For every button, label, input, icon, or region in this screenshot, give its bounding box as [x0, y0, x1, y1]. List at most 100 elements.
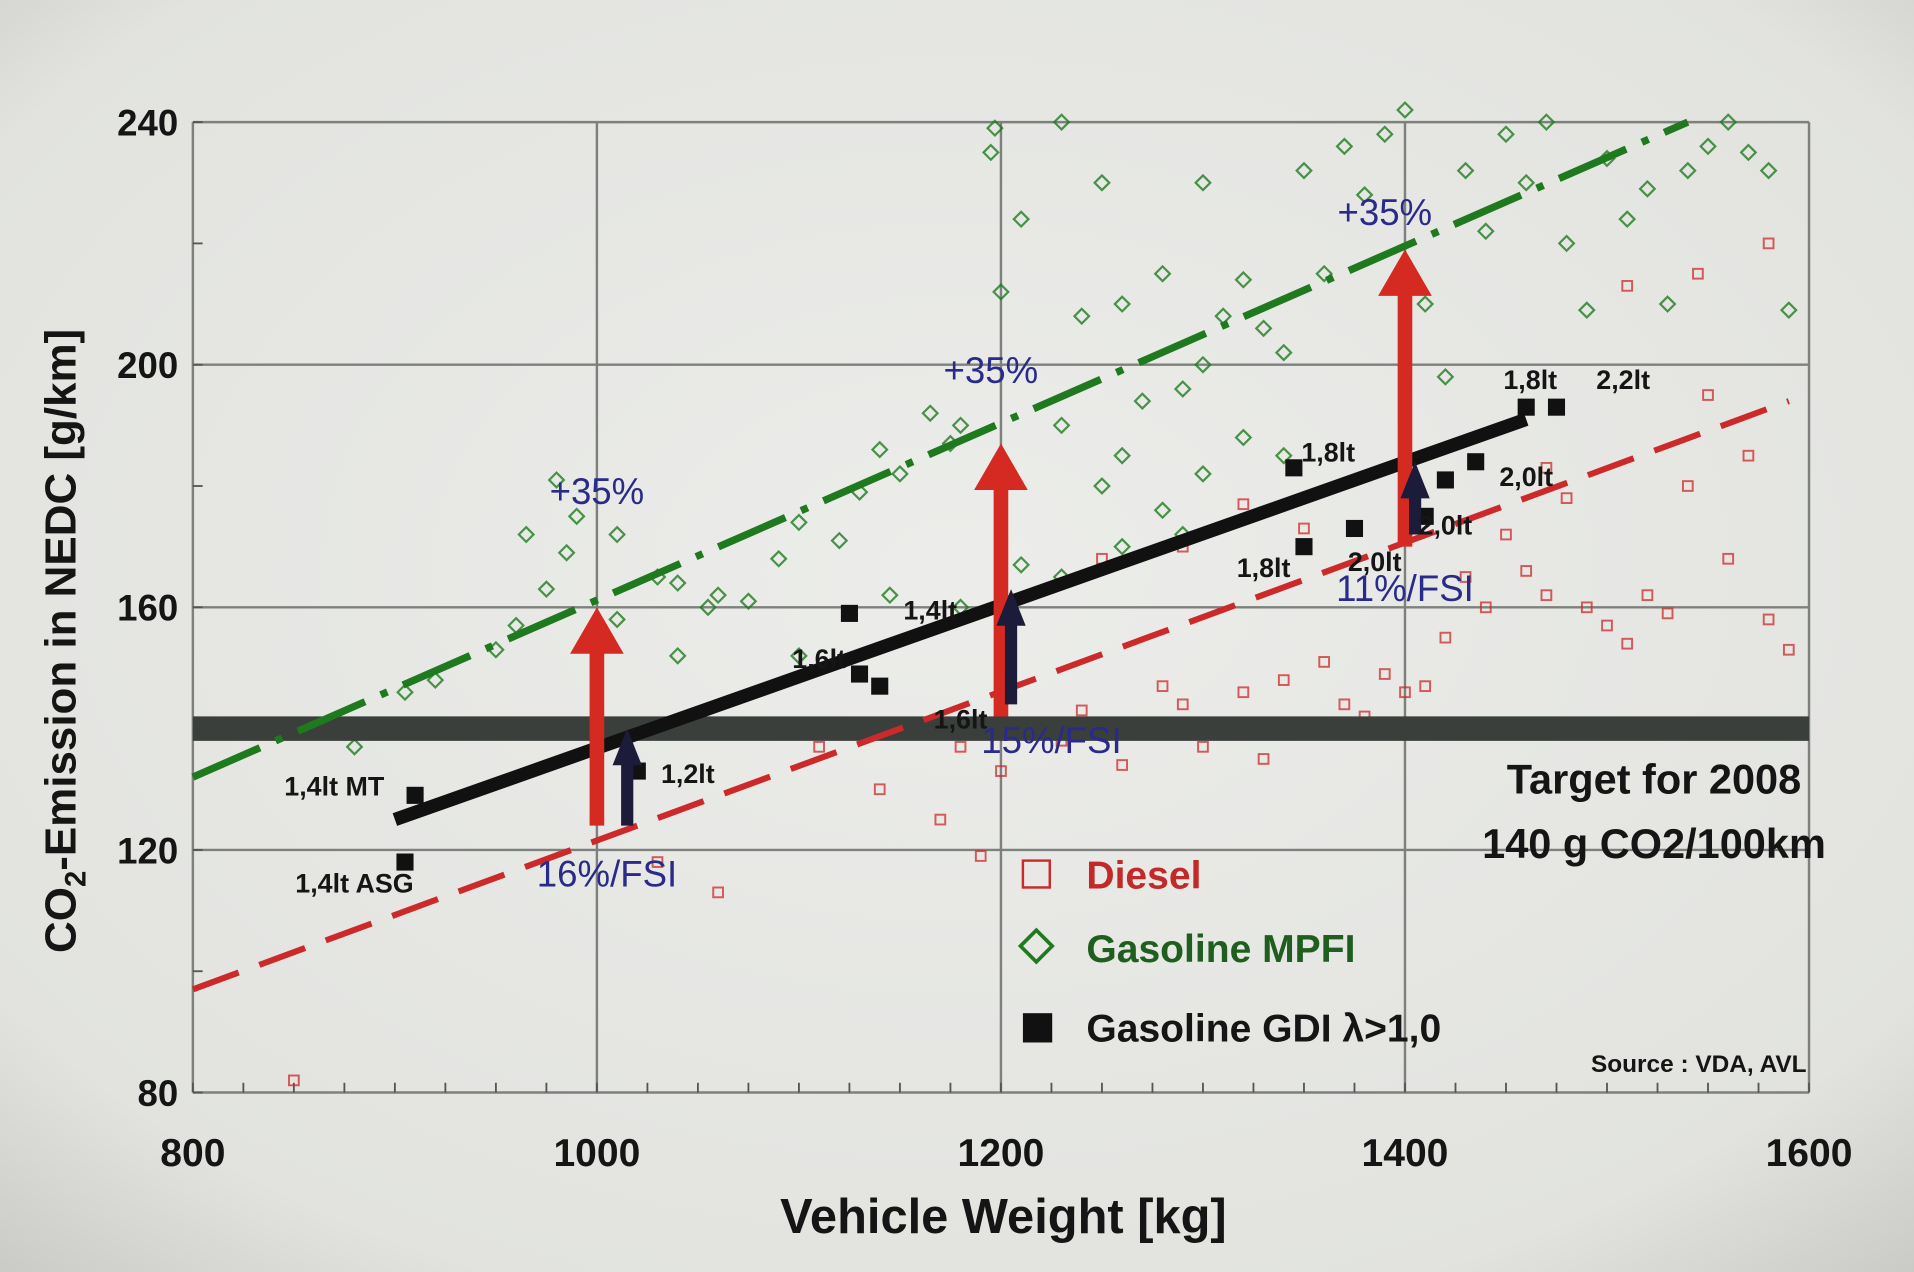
mpfi-point	[1194, 173, 1212, 192]
mpfi-point	[1759, 161, 1778, 180]
diesel-point	[974, 850, 987, 862]
trend-line-dash-dot	[191, 118, 1690, 781]
diesel-point	[954, 740, 967, 753]
diesel-point	[995, 765, 1007, 777]
diesel-point	[1540, 589, 1553, 602]
mpfi-point	[517, 525, 536, 544]
mpfi-point	[1476, 222, 1495, 241]
mpfi-point	[1153, 501, 1172, 520]
mpfi-point	[557, 543, 576, 562]
legend: Diesel Gasoline MPFI Gasoline GDI λ>1,0	[1017, 855, 1441, 1050]
mpfi-point	[1315, 264, 1334, 283]
diesel-point	[1176, 698, 1189, 711]
red-arrow-head	[974, 443, 1028, 490]
mpfi-point	[830, 531, 849, 550]
mpfi-point	[1396, 101, 1414, 119]
diesel-point	[1500, 528, 1512, 541]
tick-labels: 800 1000 1200 1400 1600 80 120 160 200 240	[117, 103, 1852, 1175]
diesel-point	[934, 813, 947, 826]
percent-annotation: +35%	[944, 350, 1039, 391]
annotations: +35% +35% +35% 16%/FSI 15%/FSI 11%/FSI 1,4lt M…	[284, 192, 1650, 898]
mpfi-point	[1658, 295, 1677, 313]
mpfi-point	[986, 119, 1004, 138]
target-text-line2: 140 g CO2/100km	[1482, 820, 1826, 867]
diesel-point	[1298, 522, 1310, 535]
mpfi-point	[1012, 210, 1031, 229]
legend-diesel-label: Diesel	[1086, 855, 1201, 898]
percent-annotation: 11%/FSI	[1336, 568, 1474, 609]
dark-arrow-head	[996, 589, 1026, 626]
mpfi-point	[1052, 113, 1071, 131]
diesel-point	[712, 886, 724, 899]
diesel-point	[288, 1074, 300, 1087]
diesel-point	[1702, 389, 1714, 401]
diesel-point	[873, 783, 886, 796]
mpfi-point	[1194, 465, 1212, 483]
mpfi-point	[1295, 161, 1313, 180]
mpfi-point	[1234, 428, 1253, 447]
diesel-point	[1156, 680, 1169, 693]
mpfi-point	[790, 513, 808, 532]
diesel-point	[1742, 449, 1755, 462]
diesel-point	[1197, 740, 1209, 753]
red-arrow-head	[1378, 249, 1432, 296]
mpfi-point	[1153, 264, 1172, 283]
mpfi-point	[1052, 416, 1071, 435]
mpfi-point	[1254, 319, 1273, 338]
diesel-point	[1661, 607, 1674, 620]
mpfi-point	[345, 737, 364, 756]
x-tick-label: 1600	[1766, 1132, 1853, 1175]
mpfi-point	[1113, 446, 1132, 465]
diesel-point	[1399, 686, 1411, 699]
diesel-point	[1762, 613, 1775, 626]
dark-arrow-head	[1400, 461, 1430, 499]
gdi-point	[1436, 471, 1454, 489]
percent-annotation: 15%/FSI	[981, 720, 1121, 761]
x-tick-label: 1400	[1362, 1132, 1449, 1175]
mpfi-point	[870, 440, 889, 459]
gdi-point	[1467, 453, 1485, 471]
engine-size-label: 1,8lt	[1301, 438, 1355, 468]
mpfi-point	[426, 671, 445, 689]
mpfi-point	[1557, 234, 1576, 253]
engine-size-label: 2,0lt	[1499, 462, 1553, 492]
diesel-point	[1338, 698, 1351, 711]
mpfi-point	[921, 404, 940, 423]
diesel-point	[1580, 601, 1593, 614]
diesel-point	[1681, 480, 1694, 492]
gdi-point	[1547, 398, 1566, 416]
mpfi-point	[1113, 537, 1132, 556]
diesel-point	[1692, 267, 1704, 280]
mpfi-point	[1274, 446, 1293, 465]
engine-size-label: 1,2lt	[661, 759, 715, 789]
diesel-point	[1075, 704, 1088, 717]
mpfi-point	[1517, 173, 1536, 192]
diesel-point	[1540, 461, 1553, 474]
engine-size-label: 1,8lt	[1237, 553, 1291, 583]
gdi-point	[871, 677, 889, 695]
mpfi-point	[1194, 355, 1212, 374]
trend-lines	[191, 118, 1810, 993]
x-tick-label: 800	[160, 1132, 225, 1175]
diesel-point	[1459, 571, 1472, 583]
mpfi-point	[981, 143, 1000, 162]
y-tick-label: 80	[137, 1073, 178, 1114]
diesel-point	[1641, 589, 1654, 602]
mpfi-point	[1234, 270, 1253, 289]
red-arrow-head	[570, 607, 624, 654]
mpfi-point	[1618, 210, 1637, 229]
mpfi-point	[1779, 301, 1798, 319]
mpfi-point	[769, 549, 788, 568]
diesel-point	[1419, 680, 1432, 693]
y-tick-label: 200	[117, 345, 178, 386]
y-tick-label: 120	[117, 830, 178, 871]
mpfi-point	[1577, 301, 1596, 319]
mpfi-point	[668, 574, 687, 592]
diesel-point	[1257, 753, 1270, 765]
mpfi-point	[1375, 125, 1394, 144]
mpfi-point	[992, 283, 1010, 301]
mpfi-point	[709, 586, 727, 605]
mpfi-point	[1335, 137, 1354, 156]
mpfi-point	[396, 683, 414, 702]
